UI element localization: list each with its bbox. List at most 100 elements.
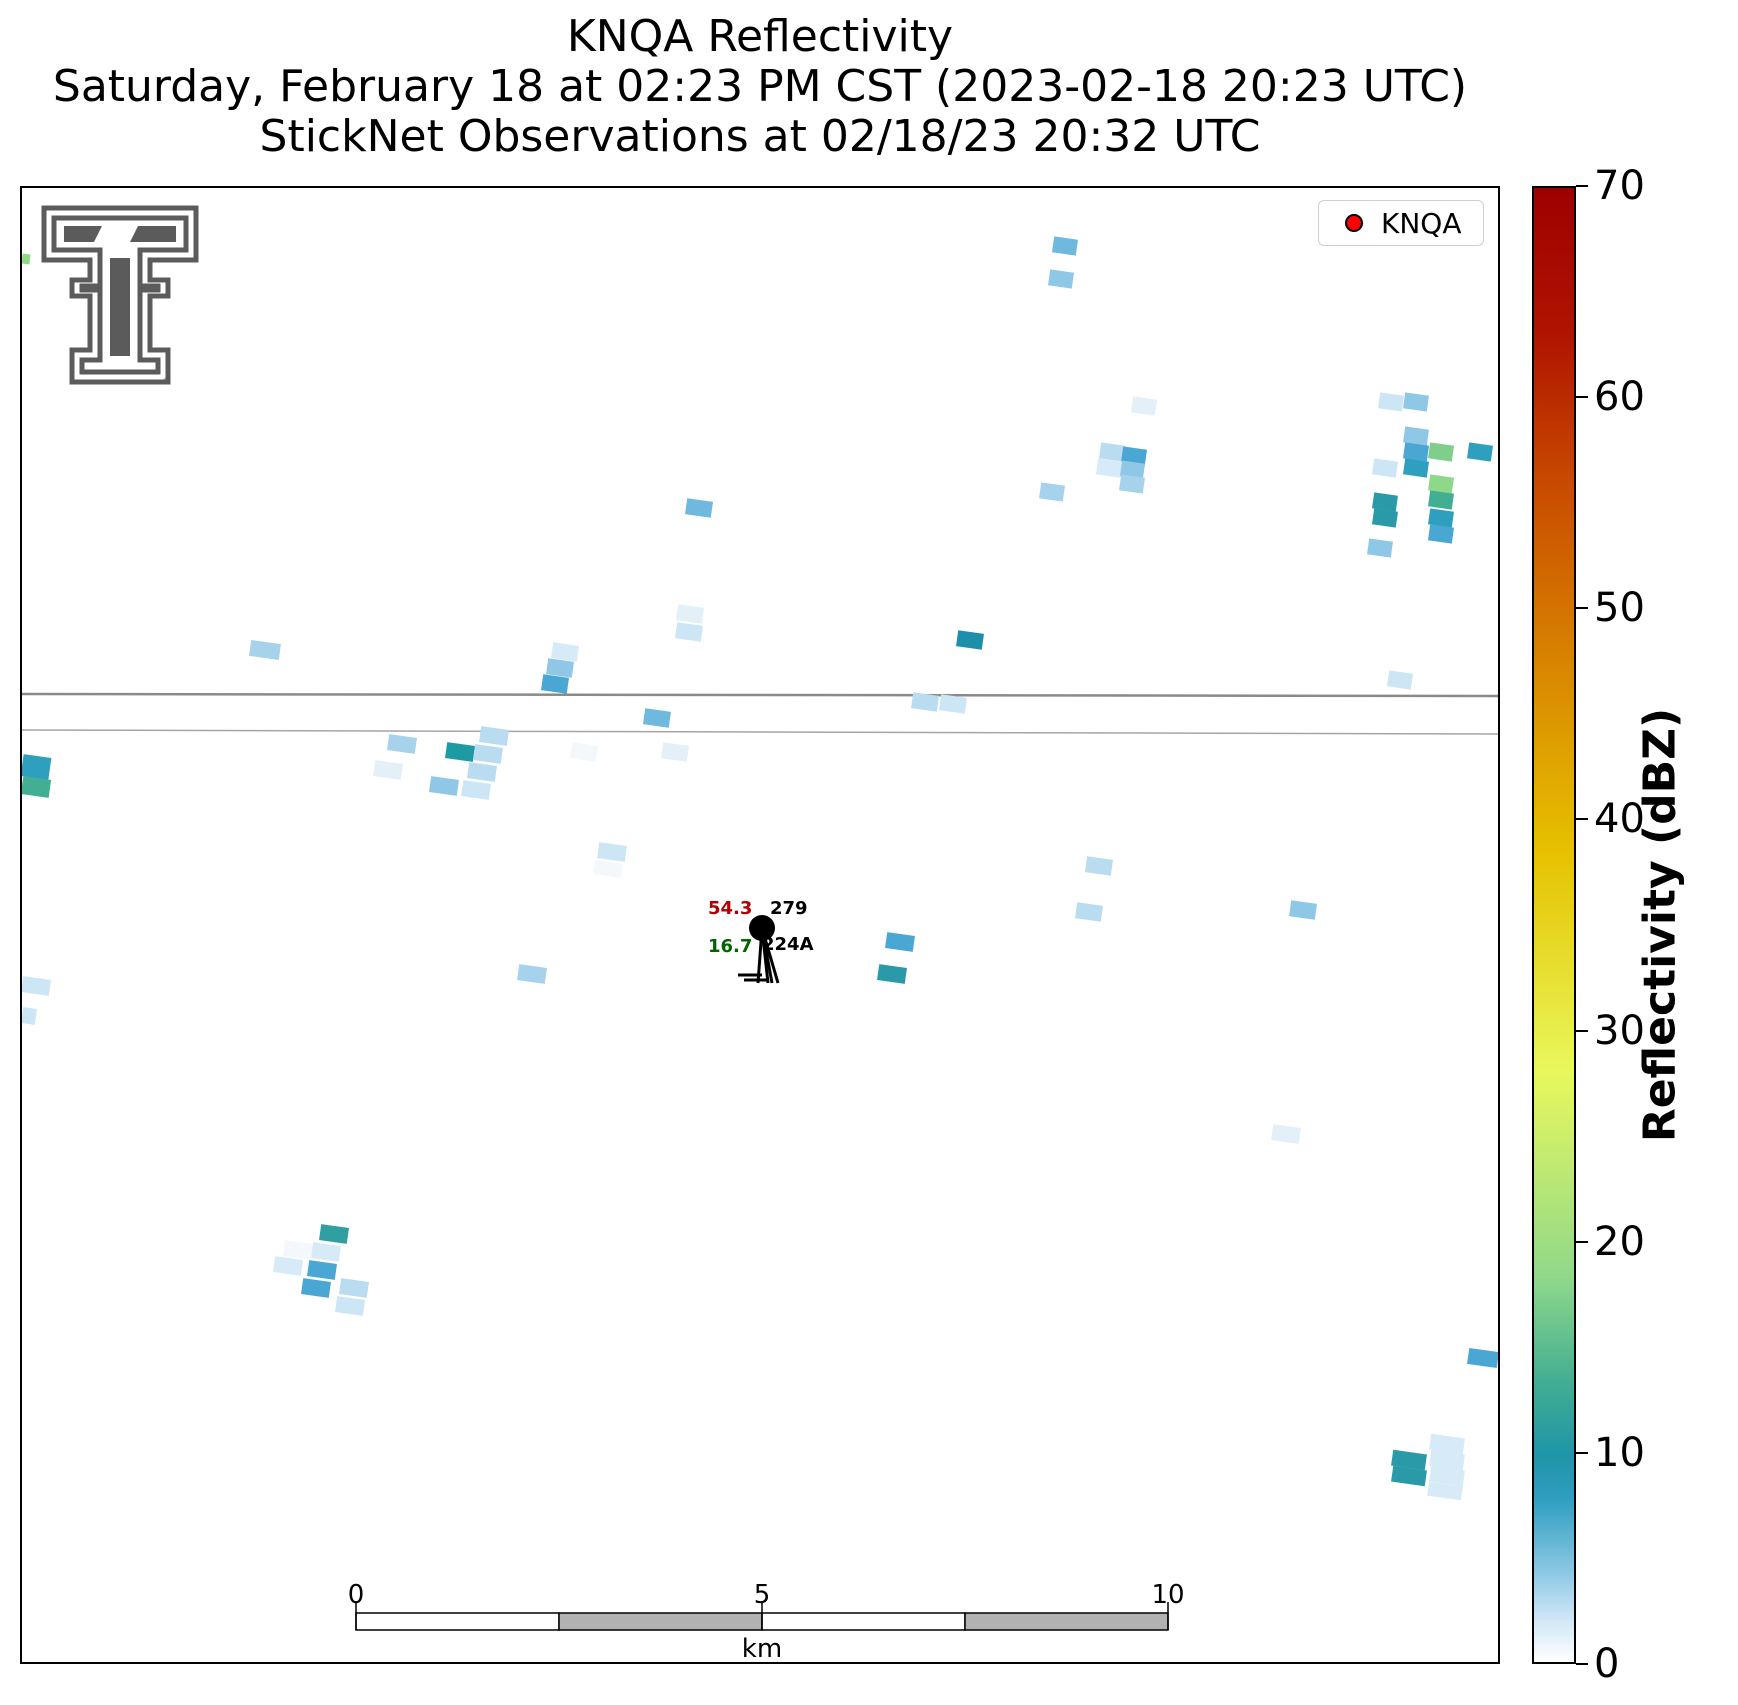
- radar-site-marker-icon: [1345, 214, 1363, 232]
- colorbar-tick-label: 60: [1594, 374, 1645, 421]
- reflectivity-cell: [429, 776, 459, 796]
- reflectivity-cell: [1403, 392, 1429, 412]
- map-legend: KNQA: [1318, 200, 1484, 246]
- reflectivity-cell: [1131, 396, 1157, 416]
- scale-unit: km: [741, 1634, 783, 1664]
- reflectivity-cell: [1075, 902, 1103, 922]
- scale-tick-0: 0: [347, 1580, 365, 1610]
- colorbar-tick-mark: [1576, 818, 1588, 821]
- texas-tech-logo: ®: [40, 204, 200, 390]
- colorbar-tick-label: 40: [1594, 796, 1645, 843]
- station-marker[interactable]: [749, 915, 775, 941]
- colorbar-tick-mark: [1576, 1663, 1588, 1665]
- reflectivity-cell: [1039, 482, 1065, 502]
- reflectivity-cell: [387, 734, 417, 754]
- scale-bar: [355, 1602, 1169, 1631]
- reflectivity-cell: [956, 630, 984, 650]
- reflectivity-cell: [1372, 508, 1398, 528]
- reflectivity-cell: [517, 964, 547, 984]
- reflectivity-cell: [885, 932, 915, 952]
- reflectivity-cell: [283, 1240, 313, 1260]
- reflectivity-cell: [911, 692, 939, 712]
- reflectivity-cell: [1403, 458, 1429, 478]
- reflectivity-cell: [1391, 1449, 1427, 1471]
- reflectivity-cell: [1429, 1433, 1465, 1455]
- figure-title: KNQA Reflectivity Saturday, February 18 …: [0, 12, 1520, 162]
- station-dewpoint: 16.7: [708, 936, 753, 957]
- colorbar-tick-label: 0: [1594, 1641, 1620, 1687]
- reflectivity-cell: [1403, 442, 1429, 462]
- reflectivity-cell: [339, 1278, 369, 1298]
- title-line-1: KNQA Reflectivity: [566, 11, 954, 62]
- reflectivity-cell: [1467, 1347, 1498, 1369]
- radar-map-panel[interactable]: ® KNQA 54.3 279 16.7 224A 0 5 10 km: [20, 186, 1500, 1664]
- reflectivity-cell: [1403, 426, 1429, 446]
- reflectivity-cell: [467, 762, 497, 782]
- reflectivity-cell: [676, 604, 704, 624]
- reflectivity-cell: [1428, 442, 1454, 462]
- reflectivity-cell: [311, 1242, 341, 1262]
- title-line-2: Saturday, February 18 at 02:23 PM CST (2…: [52, 61, 1468, 112]
- reflectivity-cell: [1119, 474, 1145, 494]
- reflectivity-cell: [445, 742, 475, 762]
- reflectivity-cell: [1428, 524, 1454, 544]
- reflectivity-cell: [685, 498, 713, 518]
- reflectivity-cell: [335, 1296, 365, 1316]
- reflectivity-cell: [22, 754, 52, 780]
- reflectivity-cell: [1289, 900, 1317, 920]
- reflectivity-cell: [1052, 236, 1078, 256]
- colorbar-tick-mark: [1576, 396, 1588, 399]
- reflectivity-cell: [1099, 442, 1125, 462]
- reflectivity-cell: [1391, 1465, 1427, 1487]
- reflectivity-cell: [319, 1224, 349, 1244]
- colorbar-title: Reflectivity (dBZ): [1634, 707, 1686, 1143]
- reflectivity-cell: [675, 622, 703, 642]
- reflectivity-cell: [877, 964, 907, 984]
- reflectivity-cell: [1467, 442, 1493, 462]
- colorbar-tick-label: 50: [1594, 585, 1645, 632]
- station-wind-direction: 279: [770, 898, 808, 919]
- reflectivity-cell: [1048, 269, 1074, 289]
- station-temperature: 54.3: [708, 898, 753, 919]
- reflectivity-cell: [1121, 446, 1147, 466]
- double-t-logo-icon: ®: [41, 205, 199, 386]
- colorbar-tick-label: 30: [1594, 1007, 1645, 1054]
- boundary-line-upper: [22, 692, 1498, 698]
- reflectivity-cell: [1429, 1449, 1465, 1471]
- reflectivity-cell: [479, 726, 509, 746]
- reflectivity-cell: [1372, 458, 1398, 478]
- colorbar-tick-mark: [1576, 185, 1588, 187]
- reflectivity-cell: [1428, 508, 1454, 528]
- reflectivity-cell: [939, 694, 967, 714]
- reflectivity-cell: [1096, 458, 1122, 478]
- reflectivity-cell: [301, 1278, 331, 1298]
- colorbar-tick-label: 70: [1594, 163, 1645, 209]
- colorbar-tick-label: 20: [1594, 1218, 1645, 1265]
- colorbar-tick-mark: [1576, 1451, 1588, 1454]
- colorbar-tick-mark: [1576, 607, 1588, 610]
- reflectivity-cell: [249, 639, 281, 661]
- reflectivity-cell: [541, 674, 569, 694]
- reflectivity-cell: [1085, 856, 1113, 876]
- reflectivity-cell: [1428, 474, 1454, 494]
- reflectivity-cell: [643, 708, 671, 728]
- reflectivity-cell: [1367, 538, 1393, 558]
- reflectivity-cell: [373, 760, 403, 780]
- reflectivity-colorbar: [1532, 186, 1576, 1664]
- reflectivity-cell: [1387, 670, 1413, 690]
- scale-tick-10: 10: [1151, 1580, 1185, 1610]
- reflectivity-cell: [1378, 392, 1404, 412]
- station-id: 224A: [762, 934, 814, 955]
- reflectivity-cell: [1429, 1465, 1465, 1487]
- svg-text:®: ®: [162, 377, 170, 386]
- reflectivity-cell: [661, 742, 689, 762]
- boundary-line-lower: [22, 729, 1498, 735]
- colorbar-tick-mark: [1576, 1029, 1588, 1032]
- reflectivity-cell: [473, 744, 503, 764]
- reflectivity-cell: [1427, 1481, 1463, 1501]
- reflectivity-cell: [461, 780, 491, 800]
- scale-tick-5: 5: [753, 1580, 771, 1610]
- reflectivity-cell: [546, 658, 574, 678]
- title-line-3: StickNet Observations at 02/18/23 20:32 …: [259, 111, 1261, 162]
- reflectivity-cell: [593, 860, 623, 878]
